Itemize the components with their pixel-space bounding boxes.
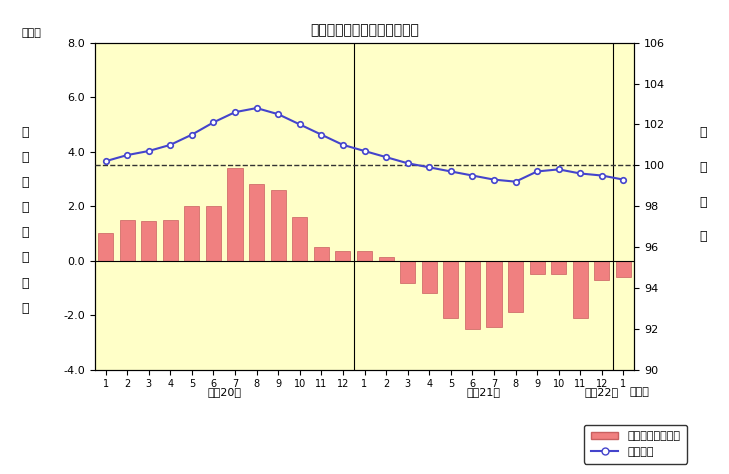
Text: 平成21年: 平成21年 — [466, 387, 500, 397]
Bar — [594, 261, 609, 280]
Bar — [270, 190, 286, 261]
Bar — [206, 206, 221, 261]
Text: 月: 月 — [22, 227, 29, 239]
Bar — [227, 168, 243, 261]
Text: （％）: （％） — [22, 28, 42, 38]
Title: 鳥取市消費者物価指数の推移: 鳥取市消費者物価指数の推移 — [310, 23, 419, 37]
Text: 昇: 昇 — [22, 276, 29, 290]
Text: 同: 同 — [22, 201, 29, 214]
Text: 年: 年 — [22, 176, 29, 189]
Bar — [573, 261, 588, 318]
Bar — [508, 261, 523, 312]
Text: （月）: （月） — [630, 387, 650, 397]
Bar — [529, 261, 545, 274]
Bar — [486, 261, 502, 328]
Text: 対: 対 — [22, 126, 29, 139]
Text: 数: 数 — [700, 230, 707, 244]
Bar — [335, 251, 351, 261]
Bar — [141, 221, 156, 261]
Text: 上: 上 — [22, 252, 29, 264]
Text: 前: 前 — [22, 151, 29, 164]
Bar — [400, 261, 416, 283]
Bar — [616, 261, 631, 277]
Bar — [357, 251, 372, 261]
Text: 総: 総 — [700, 126, 707, 139]
Bar — [313, 247, 329, 261]
Bar — [292, 217, 308, 261]
Bar — [98, 234, 113, 261]
Bar — [120, 220, 135, 261]
Text: 平成20年: 平成20年 — [207, 387, 241, 397]
Bar — [184, 206, 200, 261]
Text: 率: 率 — [22, 301, 29, 315]
Bar — [551, 261, 566, 274]
Bar — [378, 256, 394, 261]
Bar — [465, 261, 480, 329]
Bar — [163, 220, 178, 261]
Text: 平成22年: 平成22年 — [585, 387, 619, 397]
Bar — [443, 261, 459, 318]
Text: 合: 合 — [700, 161, 707, 174]
Bar — [421, 261, 437, 293]
Legend: 対前年同月上昇率, 総合指数: 対前年同月上昇率, 総合指数 — [584, 425, 687, 464]
Bar — [249, 184, 264, 261]
Text: 指: 指 — [700, 196, 707, 209]
